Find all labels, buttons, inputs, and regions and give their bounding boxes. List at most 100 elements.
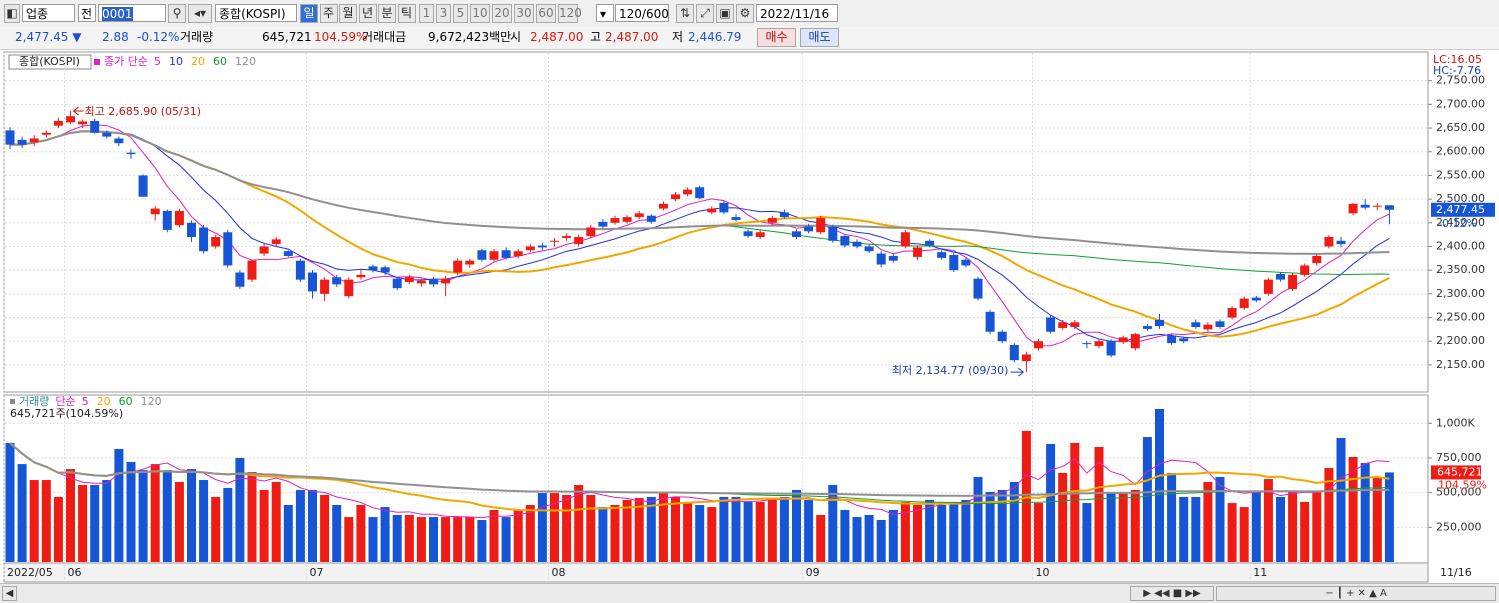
volume-bar (368, 517, 378, 562)
legend-ma-label: 종가 단순 (104, 55, 148, 68)
candle-body (235, 272, 245, 287)
x-tick-label: 2022/05 (7, 566, 53, 579)
settings-button[interactable]: ⚙ (736, 4, 754, 23)
candle-body (1106, 341, 1116, 356)
zoom-controls[interactable]: − ┃ + ✕ ▲ A (1216, 586, 1496, 601)
legend-swatch (10, 399, 15, 404)
last-price-label: 2,477.45 (1436, 203, 1485, 216)
volume-bar (429, 517, 438, 562)
volume-bar (816, 514, 826, 562)
market-select[interactable]: 업종 (22, 4, 75, 22)
price-ma-5 (10, 124, 1390, 347)
volume-bar (937, 504, 947, 562)
scroll-controls[interactable]: ▶ ◀◀ ■ ▶▶ (1130, 586, 1214, 601)
candle-body (767, 218, 777, 223)
candle-body (937, 252, 947, 258)
candle-body (138, 175, 148, 197)
volume-bar (779, 496, 789, 562)
interval-tab[interactable]: 1 (419, 4, 434, 23)
search-button[interactable]: ⚲ (168, 4, 186, 23)
candle-body (90, 120, 100, 133)
period-tab[interactable]: 주 (319, 4, 338, 23)
volume-bar (235, 457, 245, 562)
volume-bar (610, 504, 620, 562)
candle-body (187, 222, 196, 237)
volume-bar (1155, 409, 1164, 562)
legend-ma-period: 5 (82, 395, 89, 408)
period-tab[interactable]: 분 (378, 4, 396, 23)
candle-body (1094, 341, 1104, 346)
tool-button[interactable]: ⇅ (676, 4, 694, 23)
candle-body (211, 237, 221, 247)
last-volume-label: 645,721 (1437, 465, 1483, 478)
volume-bar (1276, 496, 1285, 562)
code-input[interactable]: 0001 (98, 4, 166, 22)
volume-bar (308, 490, 317, 562)
low-note: 최저 2,134.77 (09/30) (892, 364, 1009, 377)
interval-tab[interactable]: 60 (536, 4, 556, 23)
legend-ma-period: 20 (191, 55, 205, 68)
candle-body (816, 218, 826, 233)
volume-bar (574, 485, 584, 562)
y-tick-label: 2,550.00 (1436, 168, 1485, 181)
candle-body (1070, 322, 1080, 327)
sound-button[interactable]: ◂▾ (188, 4, 212, 23)
volume-bar (247, 471, 257, 562)
volume-bar (1336, 437, 1346, 562)
volume-bar (658, 491, 668, 562)
save-button[interactable]: ▣ (716, 4, 734, 23)
all-toggle[interactable]: 전 (78, 4, 96, 22)
volume-bar (864, 514, 874, 562)
candle-body (1034, 341, 1043, 349)
x-axis-band (3, 562, 1429, 583)
volume-bar (707, 507, 717, 562)
period-tab[interactable]: 월 (339, 4, 357, 23)
candle-body (634, 213, 644, 218)
tool-button[interactable]: ⤢ (696, 4, 714, 23)
volume-bar (223, 487, 233, 562)
candle-body (586, 227, 596, 237)
volume-bar (719, 496, 729, 562)
volume-bar (29, 480, 39, 562)
menu-icon[interactable]: ◧ (4, 4, 20, 23)
sell-button[interactable]: 매도 (800, 28, 839, 47)
volume-bar (102, 480, 112, 562)
period-tab[interactable]: 일 (300, 4, 318, 23)
candle-body (53, 120, 63, 126)
volume-bar (1384, 472, 1394, 562)
low-arrow (1010, 367, 1024, 377)
interval-tab[interactable]: 5 (453, 4, 468, 23)
interval-tab[interactable]: 30 (514, 4, 534, 23)
y-tick-label: 750,000 (1436, 451, 1482, 464)
y-tick-label: 500,000 (1436, 486, 1482, 499)
volume-bar (985, 491, 995, 562)
last-volume-box (1431, 465, 1481, 480)
x-tick-label: 06 (68, 566, 82, 579)
buy-button[interactable]: 매수 (757, 28, 796, 47)
count-field[interactable]: 120/600 (615, 4, 669, 22)
volume-bar (1324, 467, 1334, 562)
volume-bar (792, 490, 801, 562)
period-tab[interactable]: 년 (358, 4, 377, 23)
candle-body (441, 278, 451, 284)
interval-tab[interactable]: 10 (470, 4, 490, 23)
scroll-left[interactable]: ◀ (2, 586, 17, 601)
volume-bar (41, 480, 51, 562)
scrollbar: ◀ ▶ ◀◀ ■ ▶▶ − ┃ + ✕ ▲ A (0, 583, 1499, 603)
date-field[interactable]: 2022/11/16 (756, 4, 838, 22)
candle-body (804, 226, 814, 232)
volume-bar (1300, 501, 1310, 562)
candle-body (1239, 298, 1249, 309)
candle-body (320, 279, 330, 294)
interval-tab[interactable]: 120 (558, 4, 582, 23)
interval-dropdown[interactable]: ▾ (596, 4, 614, 22)
interval-tab[interactable]: 3 (436, 4, 451, 23)
interval-tab[interactable]: 20 (492, 4, 512, 23)
last-pct-label: -0.12% (1438, 217, 1477, 230)
period-tab[interactable]: 틱 (397, 4, 416, 23)
volume-bar (356, 504, 366, 562)
volume-bar (731, 496, 741, 562)
volume-bar (1046, 443, 1056, 562)
candle-body (1336, 240, 1346, 245)
candle-body (1082, 343, 1092, 345)
